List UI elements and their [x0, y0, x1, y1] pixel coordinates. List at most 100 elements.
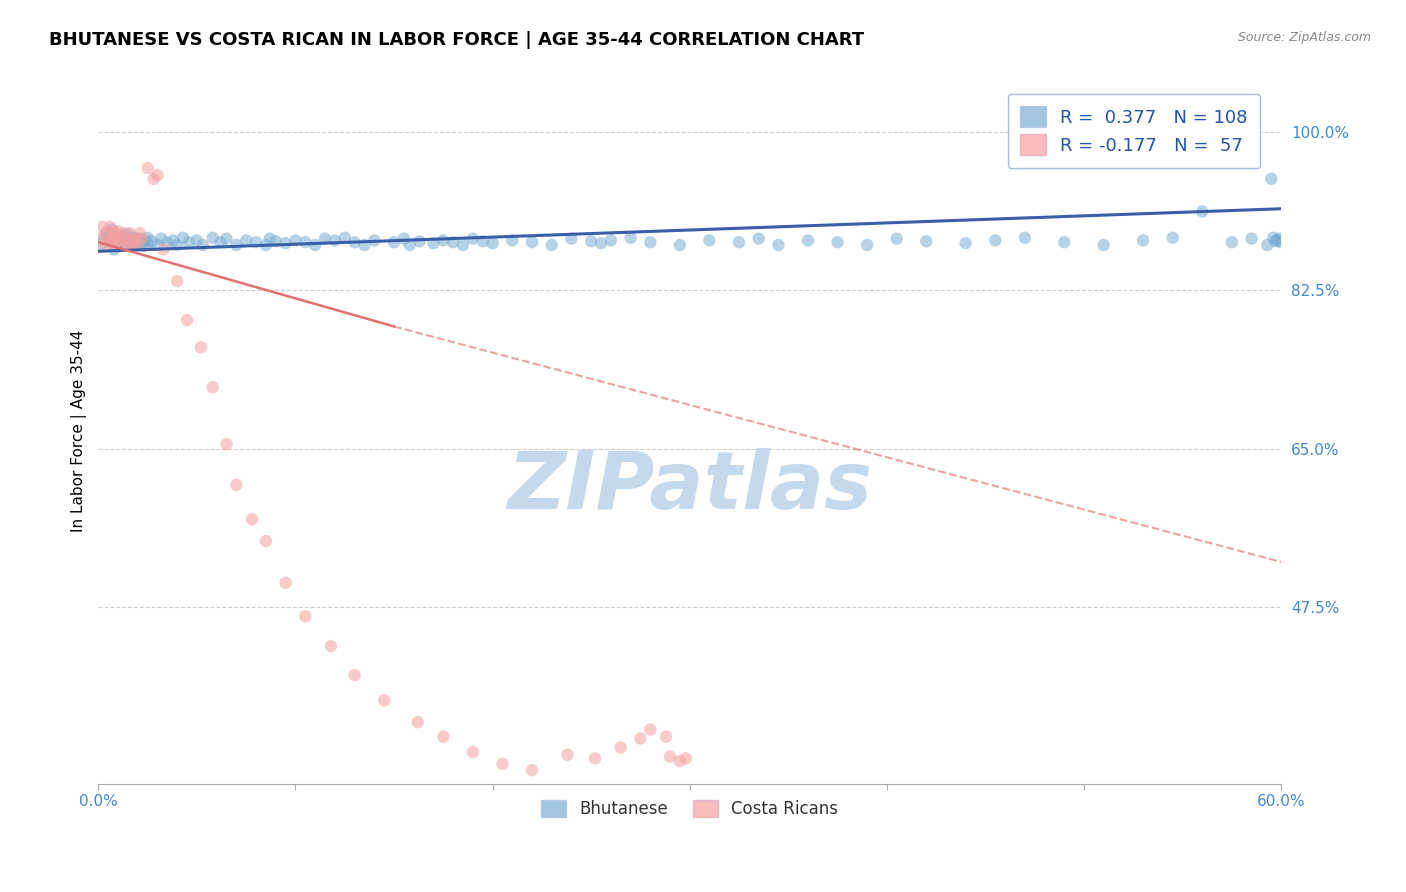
Point: [150, 232, 173, 246]
Point: [491, 756, 513, 771]
Point: [141, 235, 163, 249]
Point: [984, 234, 1007, 248]
Point: [103, 234, 125, 248]
Point: [152, 243, 174, 257]
Text: ZIPatlas: ZIPatlas: [508, 448, 872, 526]
Point: [1053, 235, 1076, 250]
Point: [669, 238, 692, 252]
Point: [225, 478, 247, 492]
Point: [640, 723, 662, 737]
Point: [540, 238, 562, 252]
Point: [122, 238, 145, 252]
Point: [1240, 232, 1263, 246]
Point: [432, 730, 454, 744]
Point: [1014, 230, 1036, 244]
Point: [392, 232, 415, 246]
Point: [96, 226, 118, 240]
Point: [209, 235, 232, 250]
Point: [363, 234, 385, 248]
Point: [294, 609, 316, 624]
Point: [201, 230, 224, 244]
Point: [111, 230, 134, 244]
Y-axis label: In Labor Force | Age 35-44: In Labor Force | Age 35-44: [72, 329, 87, 532]
Point: [135, 234, 157, 248]
Point: [343, 668, 366, 682]
Point: [107, 234, 129, 248]
Point: [373, 693, 395, 707]
Point: [599, 234, 621, 248]
Point: [1191, 204, 1213, 219]
Point: [101, 224, 124, 238]
Point: [128, 226, 150, 240]
Point: [98, 219, 121, 234]
Point: [215, 232, 238, 246]
Point: [699, 234, 721, 248]
Point: [274, 575, 297, 590]
Point: [471, 235, 494, 249]
Point: [1132, 234, 1154, 248]
Point: [127, 238, 149, 252]
Point: [136, 230, 159, 244]
Point: [142, 172, 165, 186]
Point: [294, 235, 316, 250]
Point: [333, 230, 356, 244]
Point: [481, 236, 503, 251]
Point: [520, 235, 543, 250]
Point: [1265, 234, 1288, 248]
Point: [520, 763, 543, 777]
Point: [101, 235, 124, 250]
Point: [284, 234, 307, 248]
Point: [98, 232, 121, 246]
Point: [827, 235, 849, 250]
Point: [768, 238, 790, 252]
Point: [609, 740, 631, 755]
Point: [162, 234, 184, 248]
Point: [655, 730, 678, 744]
Point: [461, 745, 484, 759]
Point: [121, 234, 143, 248]
Point: [115, 232, 138, 246]
Point: [398, 238, 420, 252]
Point: [669, 754, 692, 768]
Point: [215, 437, 238, 451]
Point: [728, 235, 751, 250]
Point: [122, 230, 145, 244]
Point: [630, 731, 652, 746]
Point: [323, 234, 346, 248]
Point: [125, 232, 148, 246]
Point: [131, 232, 153, 246]
Point: [240, 512, 263, 526]
Point: [451, 238, 474, 252]
Point: [131, 235, 153, 250]
Point: [107, 224, 129, 238]
Point: [432, 234, 454, 248]
Point: [382, 235, 405, 250]
Point: [103, 232, 125, 246]
Point: [121, 232, 143, 246]
Point: [156, 235, 179, 250]
Point: [1264, 235, 1286, 249]
Point: [105, 235, 128, 250]
Point: [136, 161, 159, 175]
Point: [915, 235, 938, 249]
Point: [97, 235, 120, 250]
Point: [118, 226, 141, 240]
Point: [955, 236, 977, 251]
Point: [319, 639, 342, 653]
Point: [583, 751, 606, 765]
Point: [1263, 230, 1285, 244]
Point: [111, 238, 134, 252]
Point: [186, 234, 208, 248]
Point: [172, 230, 194, 244]
Point: [103, 238, 125, 252]
Point: [501, 234, 523, 248]
Point: [461, 232, 484, 246]
Point: [560, 232, 582, 246]
Point: [89, 238, 111, 252]
Point: [675, 751, 697, 765]
Point: [176, 313, 198, 327]
Point: [557, 747, 579, 762]
Point: [856, 238, 879, 252]
Point: [112, 226, 135, 240]
Point: [1270, 235, 1292, 250]
